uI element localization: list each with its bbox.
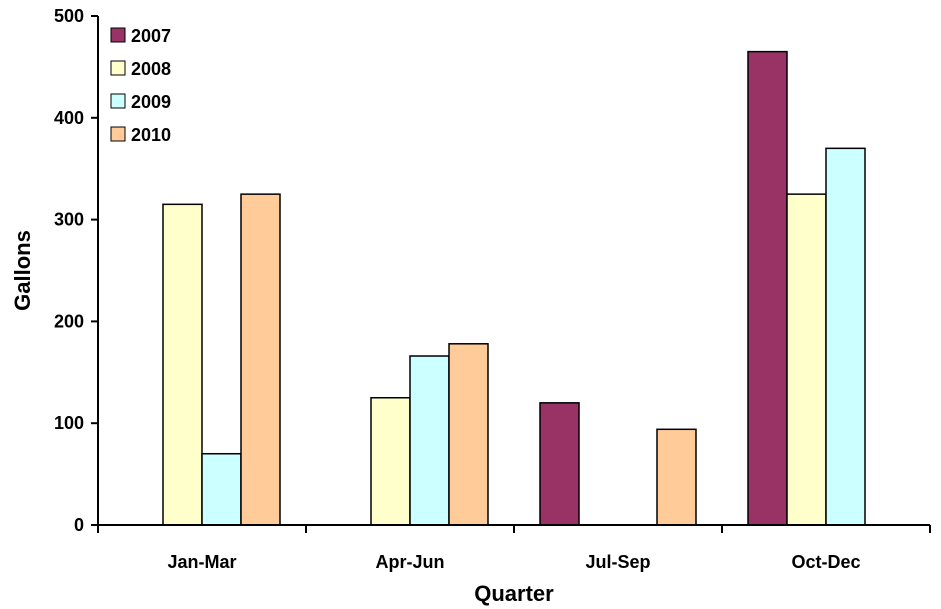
legend-swatch-2007 <box>110 27 126 43</box>
bars-layer <box>162 50 866 526</box>
bar-2009-jan-mar <box>201 452 242 526</box>
legend-label-2009: 2009 <box>131 92 171 112</box>
y-ticks: 0 100 200 300 400 500 <box>54 6 98 535</box>
bar-2009-oct-dec <box>825 147 866 526</box>
y-tick-label: 200 <box>54 311 84 331</box>
y-axis-title: Gallons <box>10 230 35 311</box>
y-tick-label: 100 <box>54 413 84 433</box>
bar-2008-apr-jun <box>370 397 411 526</box>
bar-2008-jan-mar <box>162 203 203 526</box>
x-tick-label: Jul-Sep <box>585 552 650 572</box>
legend: 2007 2008 2009 2010 <box>110 26 171 145</box>
bar-2010-jul-sep <box>656 428 697 526</box>
bar-2008-oct-dec <box>786 193 827 526</box>
legend-swatch-2008 <box>110 60 126 76</box>
legend-label-2008: 2008 <box>131 59 171 79</box>
bar-2010-apr-jun <box>448 343 489 526</box>
y-tick-label: 400 <box>54 108 84 128</box>
y-tick-label: 500 <box>54 6 84 26</box>
y-tick-label: 300 <box>54 210 84 230</box>
x-axis-title: Quarter <box>474 581 554 606</box>
bar-2009-apr-jun <box>409 355 450 526</box>
legend-label-2010: 2010 <box>131 125 171 145</box>
legend-swatch-2010 <box>110 126 126 142</box>
bar-2010-jan-mar <box>240 193 281 526</box>
x-tick-label: Apr-Jun <box>376 552 445 572</box>
x-tick-label: Oct-Dec <box>791 552 860 572</box>
x-ticks: Jan-Mar Apr-Jun Jul-Sep Oct-Dec <box>97 525 931 572</box>
x-tick-label: Jan-Mar <box>167 552 236 572</box>
legend-swatch-2009 <box>110 93 126 109</box>
legend-label-2007: 2007 <box>131 26 171 46</box>
bar-2007-jul-sep <box>539 402 580 526</box>
y-tick-label: 0 <box>74 515 84 535</box>
bar-2007-oct-dec <box>747 50 788 526</box>
